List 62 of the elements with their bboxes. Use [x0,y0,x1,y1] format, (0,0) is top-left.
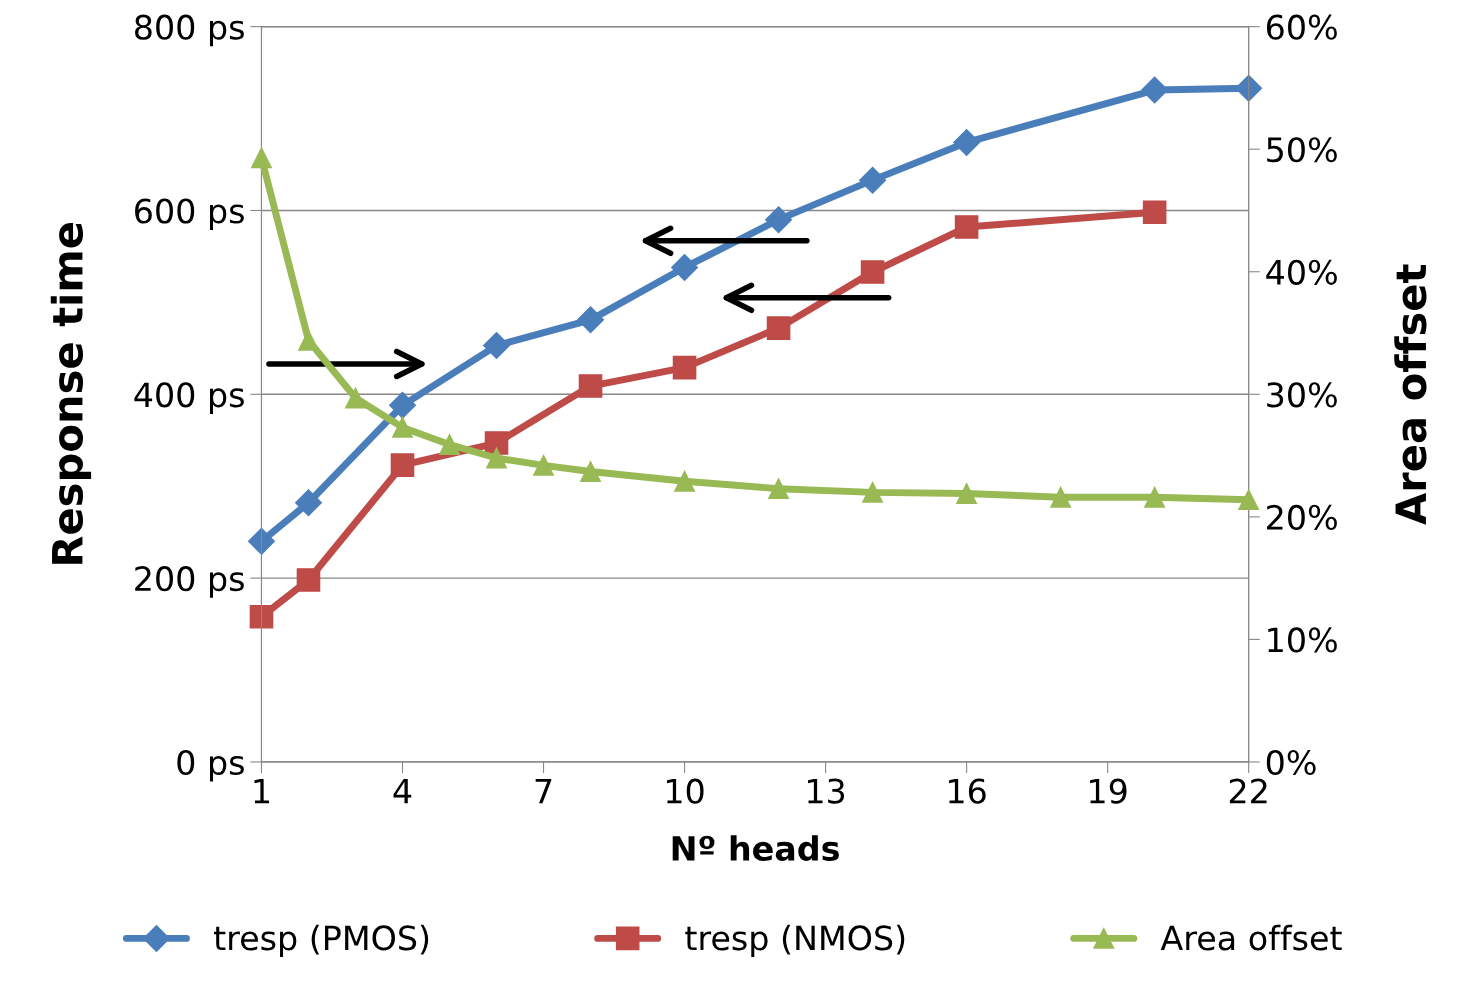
point [765,206,793,234]
point [251,147,272,169]
x-tick-label: 4 [393,778,412,804]
point [1235,74,1263,102]
legend-label: Area offset [1160,924,1342,951]
point [1142,200,1167,225]
y2-tick-label: 20% [1267,504,1337,530]
x-tick-label: 16 [949,778,986,804]
point [1238,489,1260,511]
point [671,254,699,281]
point [766,316,791,340]
y-tick-label: 400 ps [134,382,244,414]
x-tick-label: 7 [535,778,552,804]
point [578,374,603,398]
y-tick-label: 200 ps [135,566,244,598]
y2-tick-label: 10% [1268,627,1337,653]
legend-label: tresp (NMOS) [685,924,905,957]
point [249,604,274,629]
x-tick-label: 22 [1229,778,1267,804]
point [345,387,366,409]
point [483,332,510,360]
point [859,166,887,194]
point [674,470,695,492]
point [768,478,789,500]
y2-tick-label: 40% [1266,259,1337,285]
point [439,434,460,455]
point [577,306,604,334]
point [248,527,275,555]
point [580,461,601,482]
legend-label: tresp (PMOS) [214,924,429,957]
y2-axis-title: Area offset [1394,264,1427,525]
x-tick-label: 10 [667,778,704,804]
point [296,568,321,592]
y-tick-label: 0 ps [177,749,244,782]
point [953,128,981,156]
point [860,260,885,284]
y-axis-title: Response time [50,222,92,564]
point [389,391,416,419]
point [956,483,978,504]
point [392,416,413,438]
y-tick-label: 600 ps [135,198,244,231]
x-tick-label: 1 [254,778,270,804]
point [486,447,507,469]
x-axis-title: Nº heads [672,835,839,861]
point [390,453,415,477]
point [672,355,697,380]
point [295,489,322,517]
x-tick-label: 19 [1090,778,1127,804]
point [862,481,884,503]
point [484,431,509,455]
point [954,215,979,239]
point [1050,486,1072,508]
y-tick-label: 800 ps [135,14,244,47]
point [1141,76,1169,104]
y2-tick-label: 60% [1266,14,1337,40]
x-tick-label: 13 [808,778,845,804]
point [533,454,554,476]
point [1144,486,1166,508]
y2-tick-label: 30% [1267,382,1337,408]
y2-tick-label: 0% [1266,749,1316,776]
y2-tick-label: 50% [1267,137,1337,163]
point [298,329,319,351]
